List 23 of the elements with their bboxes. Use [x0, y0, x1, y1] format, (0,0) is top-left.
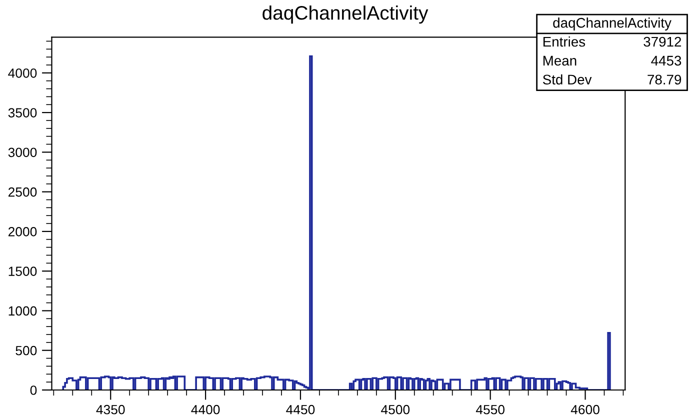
- text: 78.79: [648, 74, 682, 85]
- y-tick-label: 3500: [8, 108, 37, 118]
- x-tick-label: 4500: [381, 404, 410, 414]
- y-tick-label: 500: [16, 346, 37, 356]
- y-tick-label: 2500: [8, 187, 37, 197]
- text: 4453: [651, 56, 682, 66]
- text: 37912: [644, 36, 682, 47]
- annotation: Std Dev: [542, 74, 592, 85]
- y-tick-label: 1000: [8, 306, 37, 316]
- x-tick-label: 4450: [286, 404, 315, 414]
- x-tick-label: 4550: [476, 404, 504, 414]
- chart-title: daqChannelActivity: [262, 5, 428, 24]
- x-tick-label: 4350: [96, 404, 125, 414]
- annotation: Mean: [543, 56, 576, 66]
- y-tick-label: 4000: [8, 68, 37, 78]
- y-tick-label: 3000: [8, 148, 37, 158]
- y-tick-label: 0: [30, 386, 37, 395]
- x-tick-label: 4400: [191, 404, 220, 414]
- y-tick-label: 2000: [8, 227, 37, 236]
- y-tick-label: 1500: [8, 266, 37, 276]
- annotation: Entries: [543, 36, 586, 47]
- x-tick-label: 4600: [570, 404, 600, 414]
- text: daqChannelActivity: [553, 18, 672, 30]
